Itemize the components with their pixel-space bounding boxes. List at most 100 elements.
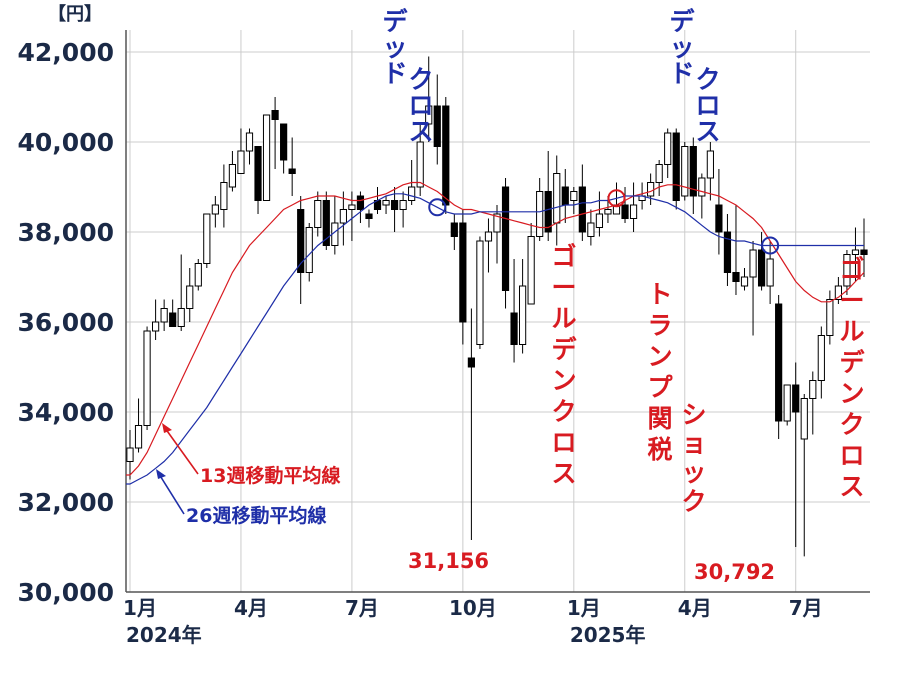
candle-body-up: [851, 249, 860, 255]
candle-body-up: [416, 141, 424, 188]
candle: [177, 254, 185, 331]
y-tick-label: 32,000: [18, 488, 114, 517]
candle: [834, 277, 842, 304]
low-label-2: 30,792: [694, 560, 775, 584]
candle: [186, 268, 194, 322]
candle: [194, 259, 202, 291]
candle: [314, 191, 322, 237]
candle: [425, 56, 433, 142]
candle: [843, 250, 851, 295]
candle-body-up: [228, 164, 237, 188]
candle-body-down: [672, 132, 680, 201]
candle-body-up: [237, 150, 245, 174]
ma26-arrow-line: [158, 473, 185, 515]
candle-body-down: [467, 357, 475, 368]
candle: [228, 151, 237, 192]
cross-markers: [428, 189, 780, 255]
candle-body-up: [126, 447, 134, 462]
x-tick-label: 1月: [567, 596, 601, 620]
candle: [459, 209, 467, 345]
candle-body-down: [459, 222, 467, 323]
dead-cross-label-1: デッドクロス: [382, 7, 433, 146]
candle: [331, 196, 339, 255]
candle: [561, 169, 569, 223]
candle-body-up: [706, 150, 714, 179]
golden-cross-marker-1: [607, 189, 626, 208]
candle-body-up: [177, 308, 185, 327]
candle-body-down: [510, 312, 518, 345]
candle-body-up: [203, 213, 211, 264]
candle-body-up: [570, 191, 578, 201]
candle-body-down: [271, 110, 279, 120]
candle-body-up: [681, 146, 689, 197]
candle: [211, 196, 219, 228]
candle-body-down: [322, 200, 330, 246]
candle: [860, 218, 868, 277]
candle: [647, 173, 655, 205]
candle: [681, 142, 689, 201]
candle-body-up: [425, 105, 433, 125]
candle: [783, 384, 791, 426]
candle-body-up: [740, 276, 749, 287]
ma13-arrow-line: [164, 427, 199, 475]
candle: [757, 232, 766, 291]
candle: [348, 191, 356, 241]
dead-cross-marker-2: [761, 236, 780, 255]
candle-body-up: [211, 204, 219, 215]
candle-body-up: [408, 186, 416, 201]
candle: [237, 128, 245, 174]
y-tick-label: 40,000: [18, 128, 114, 157]
candle-body-up: [160, 308, 168, 323]
candle-body-down: [280, 123, 288, 161]
candle-body-down: [715, 204, 723, 233]
candle: [365, 209, 373, 228]
candle-body-up: [527, 236, 535, 305]
candle-body-down: [390, 200, 399, 210]
y-tick-label: 34,000: [18, 398, 114, 427]
candle-body-up: [143, 330, 151, 426]
candle-body-up: [698, 177, 706, 197]
shock-label: ショック: [681, 400, 706, 516]
candle: [510, 259, 518, 363]
x-tick-label: 10月: [449, 596, 497, 620]
candle: [339, 191, 347, 246]
candle: [484, 218, 493, 273]
candle-body-up: [194, 263, 202, 287]
candle: [826, 290, 834, 345]
candle-body-up: [595, 213, 604, 228]
candle-body-down: [561, 186, 569, 206]
candle-body-up: [305, 227, 313, 273]
candle-body-up: [519, 285, 527, 345]
candle: [775, 295, 783, 439]
candle-body-down: [621, 204, 629, 219]
candle-body-up: [245, 132, 254, 152]
candle-body-down: [723, 231, 732, 273]
ma13-arrow-head: [162, 423, 172, 433]
ma13-line: [126, 181, 865, 476]
candle-body-up: [314, 200, 322, 228]
x-tick-label: 7月: [789, 596, 823, 620]
candle-body-down: [860, 249, 868, 255]
candle-body-up: [749, 249, 757, 278]
candle-body-down: [356, 195, 365, 210]
candle: [698, 173, 706, 219]
candle-body-down: [757, 249, 766, 287]
candles: [126, 56, 868, 557]
candle-body-up: [348, 204, 356, 210]
candle: [288, 137, 296, 196]
candle-body-up: [809, 380, 817, 399]
candle-body-up: [493, 213, 501, 233]
candle: [305, 223, 313, 282]
candle-body-up: [339, 209, 347, 224]
candle-body-down: [365, 213, 373, 219]
candle-body-up: [766, 258, 774, 287]
candle: [220, 164, 228, 228]
candle: [297, 196, 305, 304]
axes: 30,000 32,000 34,000 36,000 38,000 40,000 42,0…: [18, 30, 870, 647]
y-tick-label: 42,000: [18, 38, 114, 67]
candle: [732, 205, 740, 295]
candle: [322, 191, 330, 250]
candle: [390, 187, 399, 232]
candle: [152, 299, 160, 340]
candle-body-down: [442, 105, 450, 206]
